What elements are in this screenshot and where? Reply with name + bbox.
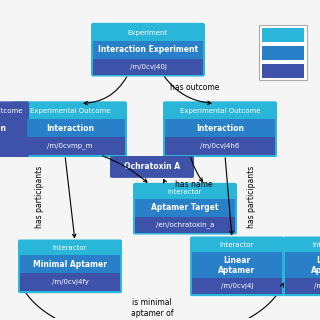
Text: Interaction Experiment: Interaction Experiment <box>98 45 198 54</box>
FancyBboxPatch shape <box>18 239 122 293</box>
Text: Experimental Outcome: Experimental Outcome <box>180 108 260 114</box>
Text: Interactor: Interactor <box>220 243 254 248</box>
Bar <box>285 252 320 278</box>
Bar <box>15 119 125 137</box>
FancyBboxPatch shape <box>190 236 284 296</box>
Text: has participants: has participants <box>36 166 44 228</box>
FancyBboxPatch shape <box>91 23 205 76</box>
Text: has outcome: has outcome <box>170 83 220 92</box>
Text: Linear
Aptamer: Linear Aptamer <box>219 256 256 275</box>
Text: Interaction: Interaction <box>0 124 6 133</box>
Bar <box>192 252 282 278</box>
Bar <box>262 64 304 77</box>
Bar <box>93 59 203 75</box>
Text: is minimal
aptamer of: is minimal aptamer of <box>131 298 173 318</box>
Text: Interaction: Interaction <box>196 124 244 133</box>
Text: has name: has name <box>175 180 212 189</box>
FancyBboxPatch shape <box>163 101 277 157</box>
Bar <box>0 119 27 137</box>
Text: /m/0cvj40j: /m/0cvj40j <box>130 64 166 69</box>
Text: Interaction: Interaction <box>46 124 94 133</box>
Bar <box>262 46 304 60</box>
Text: Minimal Aptamer: Minimal Aptamer <box>33 260 107 269</box>
Text: Aptamer Target: Aptamer Target <box>151 203 219 212</box>
Bar <box>20 255 120 273</box>
Text: Experimental Outcome: Experimental Outcome <box>0 108 22 114</box>
Bar <box>262 28 304 42</box>
Bar <box>15 137 125 155</box>
Text: /m/0cvj4h6: /m/0cvj4h6 <box>200 143 240 149</box>
FancyBboxPatch shape <box>0 101 29 157</box>
Text: /m/0cvj4j: /m/0cvj4j <box>221 283 253 289</box>
Text: /en/ochratoxin_a: /en/ochratoxin_a <box>156 221 214 228</box>
Text: Ochratoxin A: Ochratoxin A <box>124 163 180 172</box>
Text: has participants: has participants <box>247 166 257 228</box>
Bar <box>135 199 235 217</box>
Bar <box>135 217 235 233</box>
Text: /m/0cvj4j: /m/0cvj4j <box>314 283 320 289</box>
Bar <box>165 119 275 137</box>
FancyBboxPatch shape <box>283 236 320 296</box>
Text: Experimental Outcome: Experimental Outcome <box>30 108 110 114</box>
FancyBboxPatch shape <box>13 101 127 157</box>
Bar <box>20 273 120 291</box>
Text: /m/0cvmp_m: /m/0cvmp_m <box>47 143 93 149</box>
Bar <box>0 137 27 155</box>
Bar <box>285 278 320 294</box>
Bar <box>165 137 275 155</box>
Text: /m/0cvj4fy: /m/0cvj4fy <box>52 279 88 285</box>
FancyBboxPatch shape <box>133 183 237 235</box>
Bar <box>259 25 307 81</box>
Bar <box>93 41 203 59</box>
Text: Interactor: Interactor <box>53 245 87 252</box>
Text: Interactor: Interactor <box>168 189 202 195</box>
Text: Experiment: Experiment <box>128 30 168 36</box>
Text: Linear
Aptamer: Linear Aptamer <box>311 256 320 275</box>
Text: Interactor: Interactor <box>313 243 320 248</box>
FancyBboxPatch shape <box>110 156 194 178</box>
Bar <box>192 278 282 294</box>
